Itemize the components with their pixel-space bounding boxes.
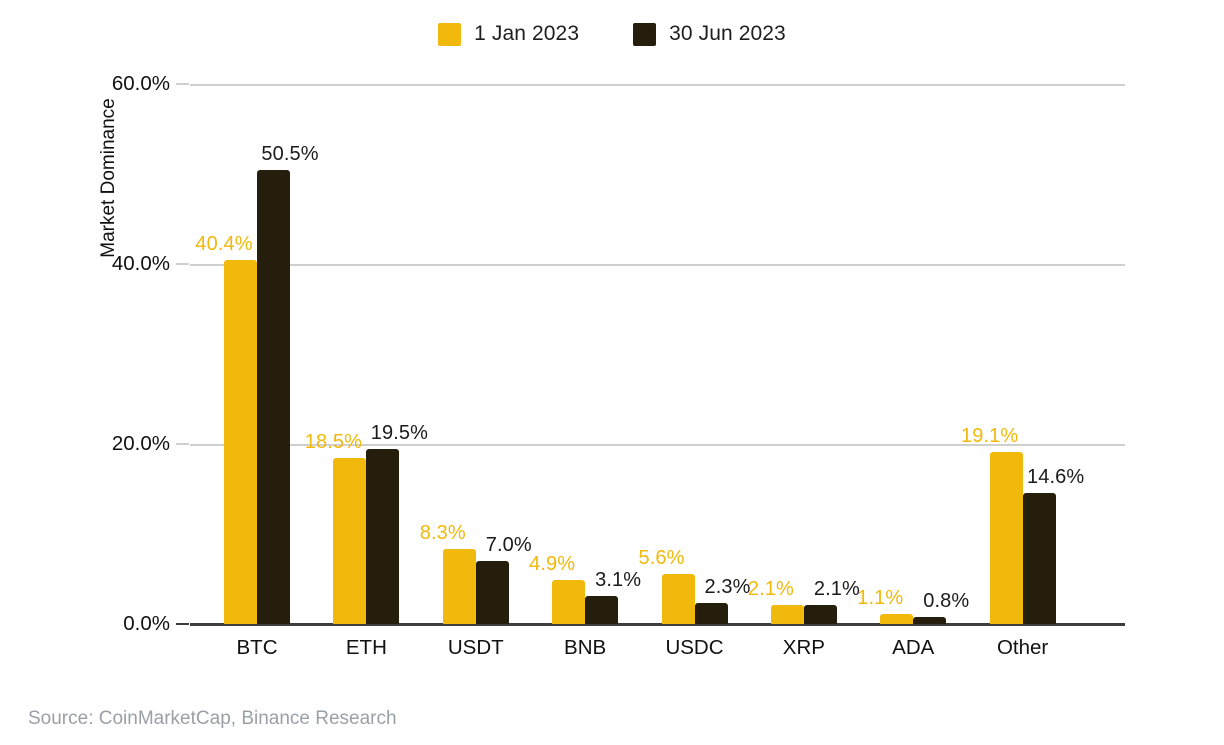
x-axis-tick-label-btc: BTC bbox=[236, 636, 278, 659]
y-axis-tick-label: 60.0% bbox=[111, 72, 170, 95]
x-axis-tick-label-bnb: BNB bbox=[564, 636, 607, 659]
legend-label-series-1: 1 Jan 2023 bbox=[474, 22, 580, 45]
bar-value-label-other-series-2: 14.6% bbox=[1027, 465, 1085, 488]
bar-value-label-ada-series-1: 1.1% bbox=[857, 587, 904, 610]
bar-other-series-1[interactable] bbox=[989, 452, 1023, 624]
bar-value-label-ada-series-2: 0.8% bbox=[923, 589, 970, 612]
y-axis-tick-label: 40.0% bbox=[111, 252, 170, 275]
bar-value-label-other-series-1: 19.1% bbox=[961, 425, 1019, 448]
bar-usdc-series-2[interactable] bbox=[694, 603, 728, 624]
bar-group-other: 19.1% 14.6% Other bbox=[961, 84, 1084, 659]
gridline bbox=[190, 264, 1125, 266]
y-axis-tick-mark bbox=[176, 83, 189, 85]
bar-group-btc: 40.4% 50.5% BTC bbox=[195, 84, 318, 660]
legend-item-1[interactable]: 1 Jan 2023 bbox=[438, 22, 579, 46]
bar-group-xrp: 2.1% 2.1% XRP bbox=[748, 84, 860, 659]
bar-value-label-usdt-series-1: 8.3% bbox=[419, 522, 466, 545]
bar-value-label-usdt-series-2: 7.0% bbox=[485, 534, 532, 556]
bar-value-label-usdc-series-1: 5.6% bbox=[638, 546, 685, 569]
bar-usdt-series-1[interactable] bbox=[442, 549, 476, 624]
bar-value-label-xrp-series-1: 2.1% bbox=[747, 578, 794, 601]
x-axis-tick-label-ada: ADA bbox=[892, 636, 935, 659]
bar-other-series-2[interactable] bbox=[1022, 492, 1056, 624]
bar-btc-series-1[interactable] bbox=[224, 260, 257, 624]
legend-item-2[interactable]: 30 Jun 2023 bbox=[633, 22, 786, 46]
bar-group-usdt: 8.3% 7.0% USDT bbox=[420, 84, 532, 659]
y-axis-title: Market Dominance bbox=[98, 98, 119, 258]
bar-ada-series-2[interactable] bbox=[913, 616, 947, 624]
gridline bbox=[190, 84, 1125, 86]
bar-eth-series-2[interactable] bbox=[366, 448, 400, 624]
bar-value-label-btc-series-2: 50.5% bbox=[261, 142, 319, 165]
y-axis-tick-mark bbox=[176, 623, 189, 625]
bar-group-bnb: 4.9% 3.1% BNB bbox=[529, 84, 641, 659]
x-axis-tick-label-other: Other bbox=[996, 636, 1049, 659]
chart-legend: 1 Jan 2023 30 Jun 2023 bbox=[0, 22, 1224, 46]
legend-swatch-series-1 bbox=[438, 22, 462, 46]
bar-bnb-series-1[interactable] bbox=[552, 579, 586, 624]
bar-btc-series-2[interactable] bbox=[257, 169, 290, 624]
gridline bbox=[190, 444, 1125, 446]
bar-usdc-series-1[interactable] bbox=[661, 573, 695, 624]
bar-xrp-series-1[interactable] bbox=[770, 605, 804, 624]
bar-value-label-eth-series-2: 19.5% bbox=[370, 421, 428, 444]
bar-groups: 40.4% 50.5% BTC 18.5% 19.5% ETH 8.3% 7.0% USDT 4.… bbox=[190, 84, 1125, 660]
legend-swatch-series-2 bbox=[633, 22, 657, 46]
x-axis-tick-label-eth: ETH bbox=[345, 636, 387, 659]
y-axis-tick-label: 20.0% bbox=[111, 432, 170, 455]
bar-xrp-series-2[interactable] bbox=[803, 605, 837, 624]
y-axis-tick-mark bbox=[176, 443, 189, 445]
x-axis-tick-label-usdt: USDT bbox=[447, 636, 504, 659]
legend-label-series-2: 30 Jun 2023 bbox=[669, 22, 786, 45]
bar-usdt-series-2[interactable] bbox=[475, 561, 509, 624]
bar-ada-series-1[interactable] bbox=[880, 614, 914, 624]
y-axis-tick-mark bbox=[176, 263, 189, 265]
bar-value-label-btc-series-1: 40.4% bbox=[195, 233, 253, 256]
bar-bnb-series-2[interactable] bbox=[585, 596, 619, 624]
plot-area: 40.4% 50.5% BTC 18.5% 19.5% ETH 8.3% 7.0% USDT 4.… bbox=[190, 84, 1125, 660]
bar-group-ada: 1.1% 0.8% ADA bbox=[857, 84, 969, 659]
bar-value-label-usdc-series-2: 2.3% bbox=[704, 576, 751, 599]
bar-value-label-xrp-series-2: 2.1% bbox=[813, 578, 860, 601]
bar-value-label-bnb-series-1: 4.9% bbox=[529, 552, 576, 575]
bar-value-label-eth-series-1: 18.5% bbox=[304, 430, 362, 453]
x-axis-line bbox=[190, 623, 1125, 626]
y-axis-tick-label: 0.0% bbox=[123, 612, 170, 635]
x-axis-tick-label-xrp: XRP bbox=[782, 636, 825, 659]
x-axis-tick-label-usdc: USDC bbox=[665, 636, 724, 659]
bar-group-eth: 18.5% 19.5% ETH bbox=[305, 84, 428, 660]
bar-value-label-bnb-series-2: 3.1% bbox=[595, 569, 642, 592]
source-note: Source: CoinMarketCap, Binance Research bbox=[28, 708, 397, 729]
bar-eth-series-1[interactable] bbox=[333, 457, 367, 624]
bar-group-usdc: 5.6% 2.3% USDC bbox=[639, 84, 751, 659]
